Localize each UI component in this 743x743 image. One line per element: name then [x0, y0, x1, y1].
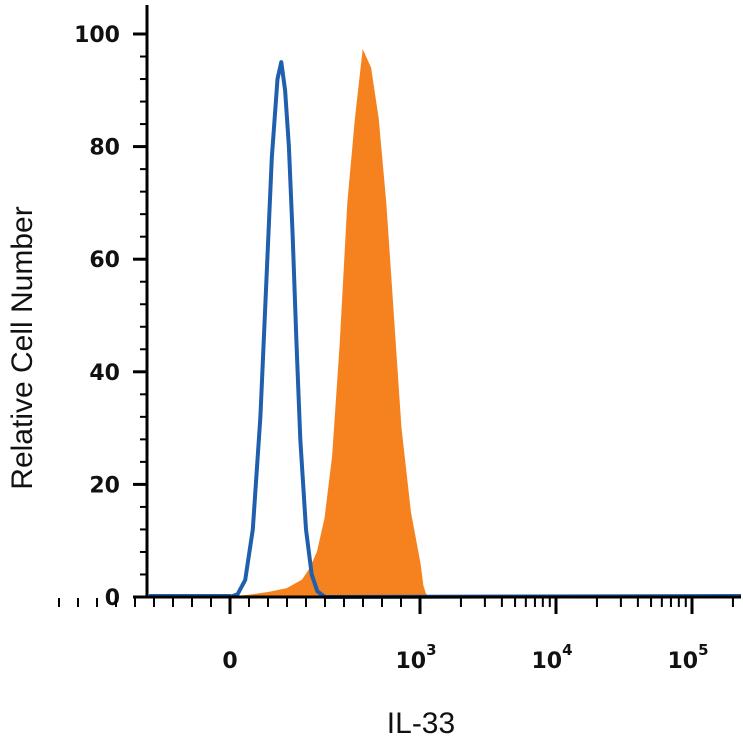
y-axis-title: Relative Cell Number	[6, 206, 39, 489]
x-tick-exponent: 4	[562, 641, 572, 659]
x-axis-title: IL-33	[387, 707, 455, 740]
y-tick-label: 100	[74, 23, 120, 48]
x-tick-exponent: 3	[426, 641, 436, 659]
series-0-filled-histogram	[149, 49, 741, 598]
series-layer	[149, 49, 742, 599]
y-ticks: 0 20 40 60 80 100	[74, 23, 147, 611]
x-tick-label: 104	[531, 641, 572, 674]
y-tick-label: 0	[105, 586, 120, 611]
x-tick-label: 0	[222, 649, 237, 674]
y-tick-label: 60	[89, 248, 120, 273]
axis-layer	[145, 5, 741, 599]
x-tick-label: 103	[395, 641, 436, 674]
y-tick-label: 40	[89, 361, 120, 386]
x-tick-exponent: 5	[698, 641, 708, 659]
y-tick-label: 20	[89, 473, 120, 498]
y-tick-label: 80	[89, 136, 120, 161]
x-tick-label: 105	[667, 641, 708, 674]
x-ticks: 0 103 104 105	[58, 598, 734, 674]
series-1-outline-histogram	[149, 60, 742, 599]
